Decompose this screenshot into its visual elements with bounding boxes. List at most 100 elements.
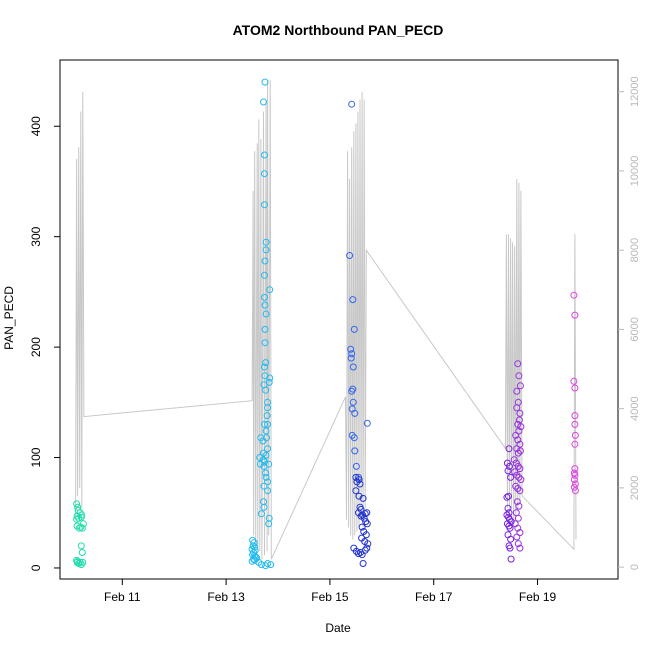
data-point-series-2	[351, 409, 359, 417]
data-point-series-1	[261, 78, 269, 86]
data-point-series-0	[73, 500, 81, 508]
data-point-series-5	[514, 436, 522, 444]
data-point-series-1	[265, 520, 273, 528]
data-point-series-1	[253, 554, 261, 562]
data-point-series-1	[264, 478, 272, 486]
data-point-series-4	[506, 524, 514, 532]
data-point-series-1	[261, 170, 268, 178]
data-point-series-3	[358, 523, 366, 531]
data-point-series-3	[352, 487, 360, 495]
data-point-series-1	[261, 339, 269, 347]
data-point-series-1	[262, 386, 270, 394]
data-point-series-2	[347, 345, 355, 353]
y-tick-label: 0	[29, 564, 43, 571]
data-point-series-3	[362, 518, 370, 526]
data-point-series-3	[362, 531, 370, 539]
data-point-series-3	[352, 547, 360, 555]
data-point-series-0	[79, 520, 87, 528]
data-point-series-3	[359, 560, 367, 567]
data-point-series-0	[79, 558, 87, 566]
data-point-series-1	[267, 561, 275, 569]
data-point-series-2	[348, 431, 356, 439]
y2-tick-label: 0	[629, 564, 641, 570]
data-point-series-5	[513, 404, 521, 412]
data-point-series-3	[359, 494, 367, 502]
data-point-series-2	[348, 387, 356, 395]
data-point-series-6	[571, 480, 579, 488]
y-tick-label: 100	[29, 447, 43, 467]
x-tick-label: Feb 15	[311, 590, 349, 604]
data-point-series-5	[513, 533, 521, 541]
data-point-series-4	[505, 492, 512, 500]
y2-tick-label: 2000	[629, 476, 641, 500]
data-point-series-4	[504, 504, 512, 512]
data-point-series-1	[250, 539, 258, 547]
y2-tick-label: 10000	[629, 156, 641, 187]
data-points-group	[73, 78, 579, 570]
data-point-series-6	[571, 412, 579, 420]
data-point-series-1	[260, 482, 268, 490]
data-point-series-3	[363, 520, 371, 528]
data-point-series-6	[571, 440, 579, 448]
y2-tick-label: 12000	[629, 76, 641, 107]
data-point-series-5	[514, 514, 522, 522]
x-tick-label: Feb 11	[104, 590, 141, 604]
data-point-series-4	[507, 555, 515, 563]
data-point-series-2	[349, 296, 357, 304]
y2-tick-label: 6000	[629, 317, 641, 341]
data-point-series-2	[347, 354, 355, 362]
data-point-series-3	[363, 509, 371, 517]
data-point-series-5	[512, 431, 520, 439]
data-point-series-6	[570, 377, 578, 385]
data-point-series-2	[363, 419, 371, 427]
data-point-series-5	[510, 456, 518, 464]
data-point-series-1	[261, 420, 268, 428]
data-point-series-2	[352, 462, 360, 470]
data-point-series-6	[571, 487, 579, 495]
plot-frame	[59, 59, 619, 580]
data-point-series-1	[264, 420, 272, 428]
data-point-series-1	[261, 201, 268, 209]
data-point-series-1	[262, 246, 270, 254]
data-point-series-1	[260, 98, 267, 106]
data-point-series-1	[252, 553, 260, 561]
data-point-series-4	[506, 544, 514, 552]
data-point-series-2	[349, 398, 357, 406]
data-point-series-6	[571, 420, 579, 428]
data-point-series-1	[248, 557, 256, 565]
data-point-series-0	[78, 549, 86, 556]
data-point-series-5	[513, 498, 521, 506]
data-point-series-3	[355, 492, 363, 500]
data-point-series-3	[360, 514, 368, 522]
y-axis-label: PAN_PECD	[2, 286, 16, 350]
data-point-series-5	[514, 524, 522, 532]
data-point-series-4	[503, 493, 511, 501]
data-point-series-3	[355, 476, 363, 484]
data-point-series-1	[256, 454, 264, 461]
data-point-series-6	[570, 483, 578, 491]
data-point-series-1	[262, 427, 270, 435]
data-point-series-1	[249, 542, 257, 550]
data-point-series-1	[261, 325, 269, 333]
data-point-series-1	[261, 301, 269, 309]
data-point-series-1	[261, 257, 269, 265]
x-axis-label: Date	[325, 621, 351, 635]
data-point-series-1	[251, 552, 259, 560]
data-point-series-6	[570, 291, 578, 299]
data-point-series-1	[259, 437, 267, 445]
data-point-series-2	[348, 350, 356, 358]
data-point-series-6	[571, 465, 579, 473]
data-point-series-6	[571, 471, 579, 479]
data-point-series-6	[571, 311, 579, 319]
data-point-series-0	[77, 513, 85, 521]
data-point-series-5	[514, 540, 522, 548]
data-point-series-4	[506, 462, 513, 470]
data-point-series-5	[516, 487, 524, 495]
data-point-series-2	[351, 447, 359, 455]
data-point-series-4	[507, 473, 515, 481]
data-point-series-3	[361, 546, 369, 554]
data-point-series-3	[364, 540, 372, 548]
data-point-series-5	[514, 449, 522, 457]
y-axis-left: 0 100 200 300 400	[29, 116, 60, 571]
data-point-series-2	[349, 363, 357, 371]
